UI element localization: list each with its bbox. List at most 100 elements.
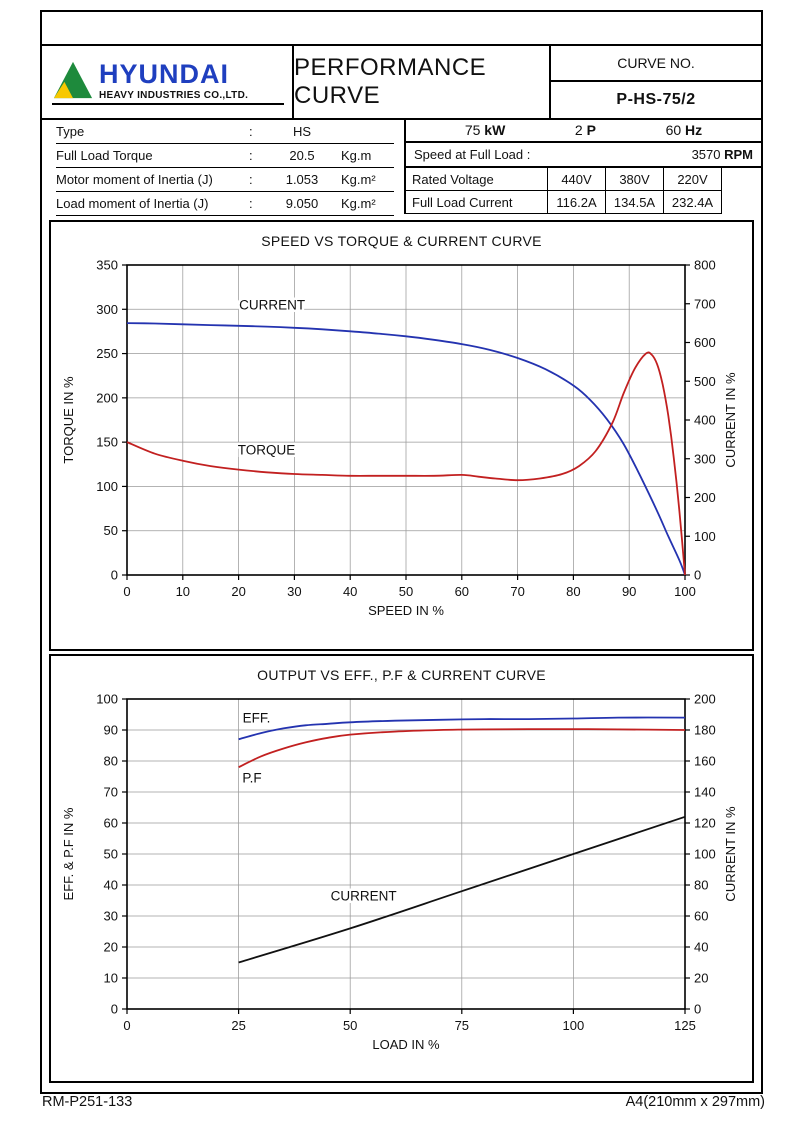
- footer-doc-number: RM-P251-133: [42, 1094, 133, 1110]
- sheet-frame: HYUNDAI HEAVY INDUSTRIES CO.,LTD. PERFOR…: [40, 10, 763, 1094]
- series-curves: [237, 716, 685, 964]
- svg-text:CURRENT: CURRENT: [330, 889, 396, 904]
- voltage-current-table: Rated Voltage 440V 380V 220V Full Load Curre…: [406, 168, 761, 214]
- svg-text:0: 0: [694, 568, 701, 583]
- svg-text:300: 300: [96, 302, 118, 317]
- series-curves: [126, 322, 686, 576]
- chart-section-1: SPEED VS TORQUE & CURRENT CURVE 0 10 20 30 4…: [49, 220, 754, 651]
- svg-text:TORQUE: TORQUE: [237, 443, 295, 458]
- logo-name: HYUNDAI: [99, 59, 230, 89]
- chart-title-2: OUTPUT VS EFF., P.F & CURRENT CURVE: [257, 667, 546, 683]
- logo: HYUNDAI HEAVY INDUSTRIES CO.,LTD.: [42, 46, 294, 118]
- svg-text:800: 800: [694, 258, 716, 273]
- speed-torque-current-chart: 0 10 20 30 40 50 60 70 80 90 100050100150200250300…: [61, 258, 738, 619]
- svg-text:100: 100: [694, 529, 716, 544]
- svg-text:250: 250: [96, 346, 118, 361]
- spec-row: Full Load Torque:20.5 Kg.m: [56, 144, 394, 168]
- svg-text:80: 80: [566, 584, 580, 599]
- table-cell: 380V: [606, 168, 664, 191]
- svg-text:300: 300: [694, 451, 716, 466]
- svg-text:0: 0: [110, 568, 117, 583]
- curve-no-cell: CURVE NO. P-HS-75/2: [551, 46, 761, 118]
- svg-text:50: 50: [103, 847, 117, 862]
- svg-text:50: 50: [398, 584, 412, 599]
- svg-text:200: 200: [694, 490, 716, 505]
- speed-label: Speed at Full Load :: [414, 147, 531, 162]
- svg-text:700: 700: [694, 296, 716, 311]
- logo-inner: HYUNDAI HEAVY INDUSTRIES CO.,LTD.: [52, 59, 284, 105]
- svg-text:30: 30: [287, 584, 301, 599]
- svg-text:200: 200: [694, 692, 716, 707]
- svg-text:EFF.: EFF.: [242, 710, 270, 725]
- svg-text:500: 500: [694, 374, 716, 389]
- logo-subtext: HEAVY INDUSTRIES CO.,LTD.: [99, 90, 249, 101]
- speed-value: 3570: [691, 147, 721, 162]
- table-cell: 232.4A: [664, 191, 722, 214]
- svg-text:10: 10: [175, 584, 189, 599]
- svg-text:25: 25: [231, 1018, 245, 1033]
- svg-text:30: 30: [103, 909, 117, 924]
- table-cell: Rated Voltage: [406, 168, 548, 191]
- spec-row: Load moment of Inertia (J):9.050 Kg.m²: [56, 192, 394, 216]
- svg-text:CURRENT IN %: CURRENT IN %: [723, 372, 738, 468]
- svg-text:90: 90: [621, 584, 635, 599]
- svg-text:125: 125: [674, 1018, 696, 1033]
- gridlines: [126, 698, 685, 1010]
- footer-paper-size: A4(210mm x 297mm): [625, 1094, 765, 1110]
- svg-text:0: 0: [110, 1002, 117, 1017]
- svg-text:0: 0: [123, 584, 130, 599]
- pole-rating: 2 P: [574, 121, 596, 138]
- speed-row: Speed at Full Load : 3570 RPM: [406, 143, 761, 168]
- chart-section-2: OUTPUT VS EFF., P.F & CURRENT CURVE 0 25 5…: [49, 654, 754, 1083]
- svg-text:180: 180: [694, 723, 716, 738]
- logo-text-block: HYUNDAI HEAVY INDUSTRIES CO.,LTD.: [99, 59, 249, 102]
- svg-text:10: 10: [103, 971, 117, 986]
- curve-eff: [237, 716, 685, 741]
- curve-torque: [126, 351, 686, 576]
- motor-specs-rows: Type: HS Full Load Torque:20.5 Kg.m Motor mo…: [56, 120, 394, 216]
- axis-ticks: 0 25 50 75 100 125010203040506070809010002040…: [96, 692, 715, 1034]
- svg-text:100: 100: [96, 692, 118, 707]
- svg-text:400: 400: [694, 413, 716, 428]
- motor-specs-table: Type: HS Full Load Torque:20.5 Kg.m Motor mo…: [42, 118, 404, 216]
- svg-text:LOAD IN %: LOAD IN %: [372, 1037, 440, 1052]
- svg-text:0: 0: [123, 1018, 130, 1033]
- svg-text:50: 50: [342, 1018, 356, 1033]
- svg-text:20: 20: [103, 940, 117, 955]
- svg-text:20: 20: [694, 971, 708, 986]
- axis-titles: EFF. & P.F IN % CURRENT IN % LOAD IN %: [61, 806, 738, 1052]
- frequency-rating: 60 Hz: [665, 121, 703, 138]
- svg-text:120: 120: [694, 816, 716, 831]
- svg-text:60: 60: [454, 584, 468, 599]
- svg-text:100: 100: [562, 1018, 584, 1033]
- ratings-table: 75 kW 2 P 60 Hz Speed at Full Load : 357…: [404, 118, 761, 214]
- table-cell: Full Load Current: [406, 191, 548, 214]
- curve-labels: CURRENT TORQUE: [235, 295, 307, 460]
- table-cell: 116.2A: [548, 191, 606, 214]
- svg-text:100: 100: [96, 479, 118, 494]
- svg-text:150: 150: [96, 435, 118, 450]
- svg-text:80: 80: [103, 754, 117, 769]
- svg-text:80: 80: [694, 878, 708, 893]
- svg-text:SPEED IN %: SPEED IN %: [368, 603, 444, 618]
- svg-text:100: 100: [694, 847, 716, 862]
- svg-text:40: 40: [694, 940, 708, 955]
- curve-no-label: CURVE NO.: [551, 46, 761, 82]
- svg-text:75: 75: [454, 1018, 468, 1033]
- speed-unit: RPM: [724, 147, 753, 162]
- svg-text:0: 0: [694, 1002, 701, 1017]
- svg-text:60: 60: [103, 816, 117, 831]
- table-cell: 134.5A: [606, 191, 664, 214]
- svg-text:CURRENT: CURRENT: [239, 297, 305, 312]
- svg-text:EFF. & P.F IN %: EFF. & P.F IN %: [61, 807, 76, 900]
- svg-text:40: 40: [342, 584, 356, 599]
- spec-row: Type: HS: [56, 120, 394, 144]
- table-cell: 220V: [664, 168, 722, 191]
- performance-curve-title: PERFORMANCE CURVE: [294, 46, 551, 118]
- svg-text:70: 70: [510, 584, 524, 599]
- svg-text:50: 50: [103, 523, 117, 538]
- svg-text:600: 600: [694, 335, 716, 350]
- chart-title-1: SPEED VS TORQUE & CURRENT CURVE: [261, 233, 542, 249]
- svg-text:70: 70: [103, 785, 117, 800]
